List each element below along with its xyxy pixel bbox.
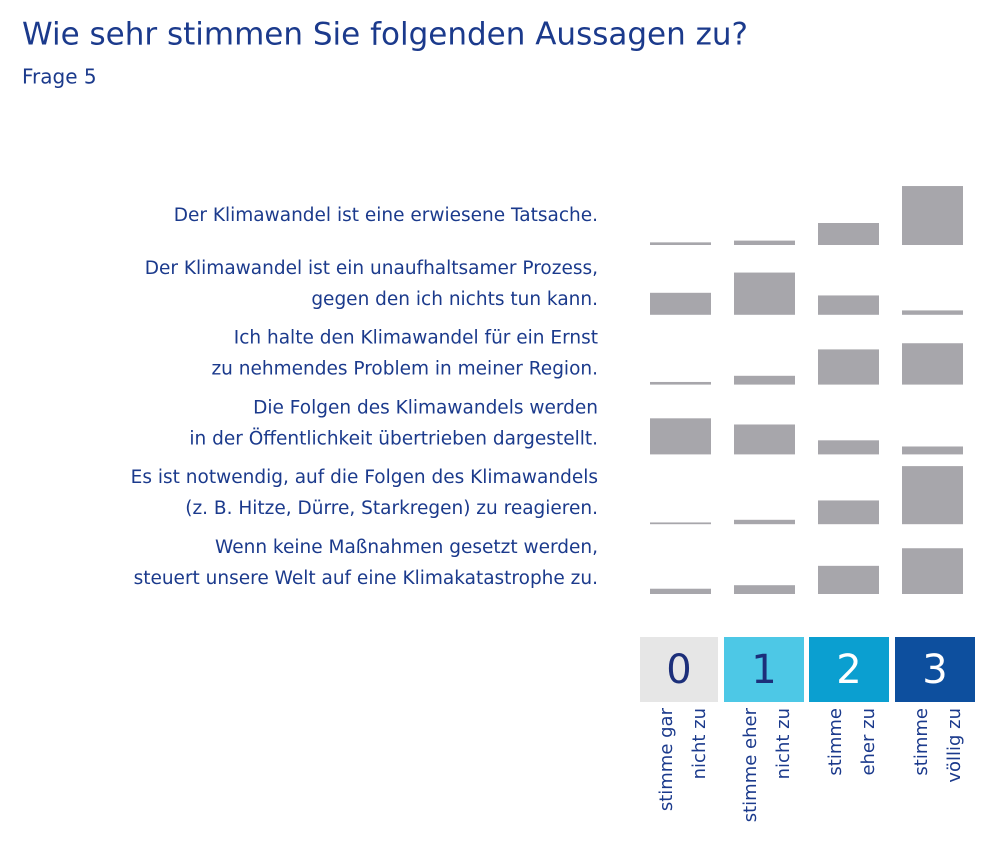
- bar: [902, 343, 963, 385]
- bar: [650, 418, 711, 455]
- statement-label: Der Klimawandel ist eine erwiesene Tatsa…: [174, 205, 598, 226]
- bar: [734, 272, 795, 315]
- statement-label: gegen den ich nichts tun kann.: [311, 289, 598, 310]
- legend-code: 1: [751, 647, 776, 693]
- legend-label: stimme: [825, 708, 846, 776]
- statement-label: Der Klimawandel ist ein unaufhaltsamer P…: [145, 258, 598, 279]
- bar: [650, 242, 711, 245]
- legend-label: eher zu: [858, 708, 879, 776]
- bar: [650, 292, 711, 315]
- legend-label: nicht zu: [773, 708, 794, 779]
- bar: [734, 240, 795, 245]
- bar: [818, 349, 879, 385]
- bar: [650, 381, 711, 385]
- statement-label: zu nehmendes Problem in meiner Region.: [211, 359, 598, 380]
- bar: [902, 186, 963, 245]
- statement-label: steuert unsere Welt auf eine Klimakatast…: [134, 568, 598, 589]
- bar: [734, 519, 795, 525]
- bar: [734, 585, 795, 594]
- bar: [818, 565, 879, 594]
- bar: [818, 500, 879, 525]
- bar: [818, 295, 879, 315]
- bar: [902, 310, 963, 315]
- bar: [818, 223, 879, 245]
- legend-code: 0: [666, 647, 691, 693]
- bar: [650, 522, 711, 525]
- statement-label: (z. B. Hitze, Dürre, Starkregen) zu reag…: [185, 498, 598, 519]
- legend-label: völlig zu: [944, 708, 965, 783]
- legend-swatch: [640, 637, 718, 702]
- legend-label: stimme: [911, 708, 932, 776]
- bar: [902, 446, 963, 455]
- legend-swatch: [724, 637, 804, 702]
- statement-label: Wenn keine Maßnahmen gesetzt werden,: [215, 537, 598, 558]
- chart-subtitle: Frage 5: [22, 65, 97, 89]
- legend-code: 3: [922, 647, 947, 693]
- legend-code: 2: [836, 647, 861, 693]
- legend-swatch: [895, 637, 975, 702]
- statement-label: Es ist notwendig, auf die Folgen des Kli…: [131, 467, 598, 488]
- statement-label: Ich halte den Klimawandel für ein Ernst: [234, 328, 598, 349]
- bar: [734, 424, 795, 455]
- legend-swatch: [809, 637, 889, 702]
- bar: [734, 375, 795, 385]
- legend-label: stimme gar: [656, 707, 677, 811]
- statement-label: Die Folgen des Klimawandels werden: [253, 397, 598, 418]
- legend-label: stimme eher: [740, 707, 761, 822]
- statement-label: in der Öffentlichkeit übertrieben darges…: [189, 427, 598, 449]
- chart-title: Wie sehr stimmen Sie folgenden Aussagen …: [22, 17, 748, 53]
- bar: [650, 588, 711, 594]
- legend-label: nicht zu: [689, 708, 710, 779]
- bar: [902, 466, 963, 525]
- bar: [818, 440, 879, 455]
- bar: [902, 548, 963, 594]
